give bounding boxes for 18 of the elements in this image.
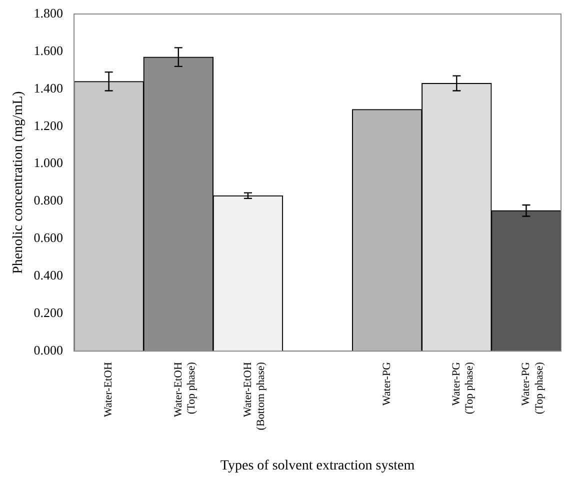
y-tick-label: 1.400 [34, 80, 64, 96]
x-tick-label: Water-EtOH (Bottom phase) [242, 362, 268, 430]
y-tick-label: 0.200 [34, 305, 64, 320]
y-axis-title: Phenolic concentration (mg/mL) [11, 90, 26, 274]
x-tick-label: Water-PG (Top phase) [520, 362, 546, 414]
y-tick-label: 1.200 [34, 118, 64, 133]
x-axis-title: Types of solvent extraction system [220, 458, 415, 474]
y-tick-label: 0.000 [34, 342, 64, 358]
y-tick-label: 1.000 [34, 155, 64, 170]
x-tick-label: Water-EtOH [102, 362, 115, 418]
y-tick-label: 1.600 [34, 42, 64, 58]
x-tick-label: Water-EtOH (Top phase) [172, 362, 198, 418]
y-tick-label: 0.800 [34, 192, 64, 208]
x-tick-label: Water-PG [380, 362, 393, 406]
y-tick-label: 0.600 [34, 230, 64, 246]
y-tick-label: 1.800 [34, 5, 64, 20]
x-tick-label: Water-PG (Top phase) [450, 362, 476, 414]
y-tick-label: 0.400 [34, 268, 64, 283]
